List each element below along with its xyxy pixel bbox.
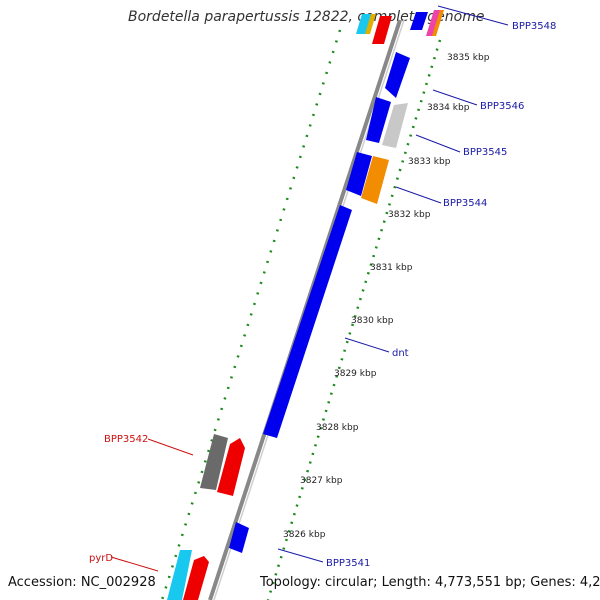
- leader-pyrD: [110, 556, 159, 572]
- tick-label: 3829 kbp: [334, 369, 377, 379]
- genome-title: Bordetella parapertussis 12822, complete…: [128, 9, 485, 25]
- tick-label: 3831 kbp: [370, 263, 413, 273]
- gene-gray-3545[interactable]: [382, 103, 408, 148]
- gene-red-top[interactable]: [372, 16, 392, 44]
- gene-red-3542[interactable]: [217, 438, 245, 496]
- gene-cyan-pyrD[interactable]: [167, 550, 192, 600]
- gene-label-BPP3545[interactable]: BPP3545: [463, 147, 507, 158]
- gene-label-pyrD[interactable]: pyrD: [89, 553, 113, 564]
- leader-BPP3546: [432, 89, 478, 106]
- gene-blue-3544[interactable]: [346, 152, 372, 196]
- gene-blue-top[interactable]: [410, 12, 428, 30]
- leader-BPP3544: [395, 186, 442, 204]
- tick-label: 3833 kbp: [408, 157, 451, 167]
- gene-label-BPP3548[interactable]: BPP3548: [512, 21, 556, 32]
- leader-BPP3542: [147, 438, 194, 456]
- leader-BPP3548: [437, 5, 509, 26]
- tick-label: 3832 kbp: [388, 210, 431, 220]
- gene-red-pyrD[interactable]: [183, 556, 209, 600]
- tick-label: 3827 kbp: [300, 476, 343, 486]
- tick-label: 3826 kbp: [283, 530, 326, 540]
- gene-blue-3545a[interactable]: [366, 97, 391, 143]
- gene-blue-3541[interactable]: [229, 522, 249, 553]
- gene-label-dnt[interactable]: dnt: [392, 348, 409, 359]
- gene-gray-3542[interactable]: [200, 434, 228, 490]
- accession-text: Accession: NC_002928: [8, 575, 156, 590]
- leader-dnt: [344, 337, 390, 353]
- left-dotted-track: [160, 29, 342, 600]
- gene-label-BPP3544[interactable]: BPP3544: [443, 198, 487, 209]
- gene-label-BPP3546[interactable]: BPP3546: [480, 101, 524, 112]
- tick-label: 3830 kbp: [351, 316, 394, 326]
- gene-yellow-top[interactable]: [365, 14, 376, 34]
- gene-orange-3544[interactable]: [361, 156, 389, 204]
- gene-label-BPP3542[interactable]: BPP3542: [104, 434, 148, 445]
- topology-text: Topology: circular; Length: 4,773,551 bp…: [260, 575, 600, 590]
- tick-label: 3828 kbp: [316, 423, 359, 433]
- gene-label-BPP3541[interactable]: BPP3541: [326, 558, 370, 569]
- tick-label: 3835 kbp: [447, 53, 490, 63]
- gene-orange-top[interactable]: [432, 10, 444, 36]
- tick-label: 3834 kbp: [427, 103, 470, 113]
- gene-blue-dnt[interactable]: [263, 205, 352, 438]
- gene-cyan-top[interactable]: [356, 14, 373, 34]
- leader-BPP3545: [415, 134, 461, 153]
- gene-blue-3546[interactable]: [385, 52, 410, 98]
- leader-BPP3541: [277, 548, 324, 563]
